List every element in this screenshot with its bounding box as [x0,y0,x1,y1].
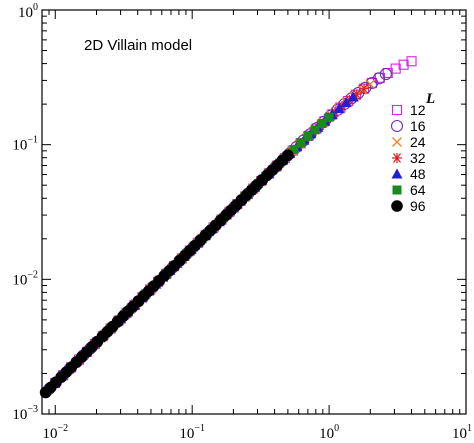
x-tick-label-exponent: −1 [194,423,205,434]
legend-label: 96 [410,198,426,214]
legend-label: 24 [410,134,426,150]
data-point [333,103,345,114]
y-tick-label-exponent: 0 [33,2,38,13]
data-point [366,76,379,89]
data-point [351,89,362,100]
x-tick-label: 101 [452,423,472,442]
legend-item: 96 [391,198,426,214]
legend-label: 32 [410,150,426,166]
data-point [317,118,327,128]
x-tick-label-exponent: −2 [57,423,68,434]
y-tick-label: 100 [18,2,38,21]
data-point [282,149,294,162]
y-tick-label-mantissa: 10 [12,138,27,154]
legend-item: 32 [392,150,426,166]
y-tick-label-mantissa: 10 [18,5,33,21]
data-point [365,79,376,90]
legend-marker [391,168,403,179]
data-point [340,97,352,108]
x-tick-label-mantissa: 10 [319,426,334,442]
y-tick-label-exponent: −3 [27,404,38,415]
legend-label: 64 [410,182,426,198]
legend-marker [391,104,403,116]
legend-label: 16 [410,118,426,134]
data-points-layer [39,56,417,399]
legend-item: 16 [390,118,426,134]
legend-item: 48 [391,166,426,182]
y-tick-label: 10−3 [12,404,38,423]
x-tick-label: 10−2 [42,423,68,442]
axis-ticks [41,9,467,415]
x-tick-label: 10−1 [179,423,205,442]
y-tick-label: 10−1 [12,135,38,154]
data-point [372,72,386,85]
data-point [289,145,299,155]
legend-item: 12 [391,102,426,118]
data-point [379,68,392,81]
x-tick-label-mantissa: 10 [42,426,57,442]
x-tick-label-mantissa: 10 [452,426,467,442]
chart-title: 2D Villain model [84,37,192,54]
y-tick-label-mantissa: 10 [12,272,27,288]
data-point [296,138,306,148]
x-tick-label-mantissa: 10 [179,426,194,442]
legend-item: 24 [392,134,426,150]
legend-title: L [425,91,435,107]
data-point [359,83,370,94]
legend-marker [391,200,403,212]
data-point [324,112,334,122]
plot-frame [41,9,467,415]
series-L96 [39,149,294,399]
x-tick-label: 100 [319,423,339,442]
legend-label: 12 [410,102,426,118]
y-tick-label: 10−2 [12,269,38,288]
legend-marker [392,137,402,147]
x-tick-label-exponent: 0 [334,423,339,434]
y-tick-label-exponent: −1 [27,135,38,146]
legend-marker [392,185,402,195]
legend-marker [390,119,404,133]
legend-marker [392,153,402,163]
y-tick-label-mantissa: 10 [12,407,27,423]
data-point [303,131,313,141]
x-tick-label-exponent: 1 [467,423,472,434]
data-point [398,59,409,70]
data-point [310,125,320,135]
data-point [347,91,359,102]
legend-item: 64 [392,182,426,198]
data-point [406,56,417,67]
y-tick-label-exponent: −2 [27,269,38,280]
legend-label: 48 [410,166,426,182]
data-point [390,63,401,74]
